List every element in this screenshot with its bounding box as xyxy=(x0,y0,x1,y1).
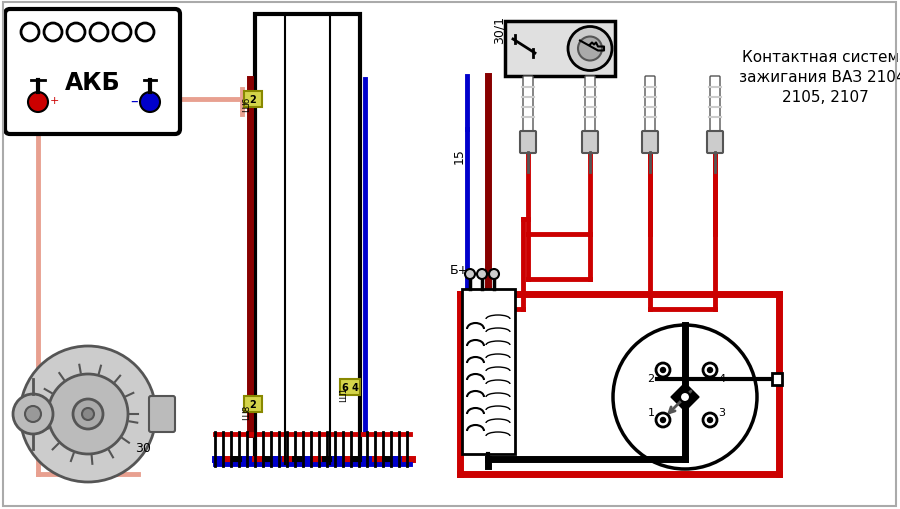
FancyBboxPatch shape xyxy=(582,132,598,154)
Text: 2: 2 xyxy=(647,373,654,383)
Circle shape xyxy=(20,346,156,482)
FancyBboxPatch shape xyxy=(520,132,536,154)
FancyBboxPatch shape xyxy=(645,77,655,134)
Circle shape xyxy=(28,93,48,113)
Text: 4: 4 xyxy=(718,373,725,383)
Text: Ш8: Ш8 xyxy=(242,404,251,419)
Text: 30/1: 30/1 xyxy=(493,16,506,44)
Circle shape xyxy=(707,418,713,422)
FancyBboxPatch shape xyxy=(707,132,723,154)
Circle shape xyxy=(21,24,39,42)
Bar xyxy=(340,379,360,395)
Circle shape xyxy=(613,325,757,469)
Bar xyxy=(505,22,615,77)
Circle shape xyxy=(25,406,41,422)
FancyBboxPatch shape xyxy=(642,132,658,154)
Circle shape xyxy=(661,368,665,373)
Text: +: + xyxy=(50,96,59,106)
Circle shape xyxy=(73,399,103,429)
Bar xyxy=(255,15,360,464)
FancyBboxPatch shape xyxy=(149,396,175,432)
Circle shape xyxy=(656,363,670,377)
FancyBboxPatch shape xyxy=(5,10,180,135)
Circle shape xyxy=(140,93,160,113)
Text: АКБ: АКБ xyxy=(65,71,121,95)
Circle shape xyxy=(67,24,85,42)
Polygon shape xyxy=(671,383,699,411)
Circle shape xyxy=(568,27,612,71)
Circle shape xyxy=(465,269,475,279)
Circle shape xyxy=(13,394,53,434)
Text: 2: 2 xyxy=(249,399,256,409)
FancyBboxPatch shape xyxy=(585,77,595,134)
Circle shape xyxy=(703,363,717,377)
Text: 1: 1 xyxy=(647,407,654,417)
Text: 3: 3 xyxy=(718,407,725,417)
Text: 6 4: 6 4 xyxy=(342,382,358,392)
Text: Контактная система
зажигания ВАЗ 2104,
2105, 2107: Контактная система зажигания ВАЗ 2104, 2… xyxy=(739,50,900,104)
Bar xyxy=(244,92,262,108)
Text: 30: 30 xyxy=(135,442,151,455)
Text: 2: 2 xyxy=(249,95,256,105)
Bar xyxy=(244,396,262,412)
Circle shape xyxy=(680,392,690,402)
Circle shape xyxy=(44,24,62,42)
Circle shape xyxy=(661,418,665,422)
Circle shape xyxy=(703,413,717,427)
Circle shape xyxy=(489,269,499,279)
FancyBboxPatch shape xyxy=(710,77,720,134)
Text: Ш6: Ш6 xyxy=(242,96,251,112)
Circle shape xyxy=(82,408,94,420)
Circle shape xyxy=(136,24,154,42)
Circle shape xyxy=(707,368,713,373)
Text: Ш1: Ш1 xyxy=(339,386,348,401)
Circle shape xyxy=(48,374,128,454)
Circle shape xyxy=(477,269,487,279)
Bar xyxy=(462,290,515,454)
FancyBboxPatch shape xyxy=(523,77,533,134)
Circle shape xyxy=(113,24,131,42)
Bar xyxy=(772,373,782,385)
Text: Б+: Б+ xyxy=(450,263,469,276)
Text: –: – xyxy=(130,93,138,108)
Text: 15: 15 xyxy=(453,148,465,163)
Circle shape xyxy=(90,24,108,42)
Circle shape xyxy=(656,413,670,427)
Circle shape xyxy=(578,38,602,62)
